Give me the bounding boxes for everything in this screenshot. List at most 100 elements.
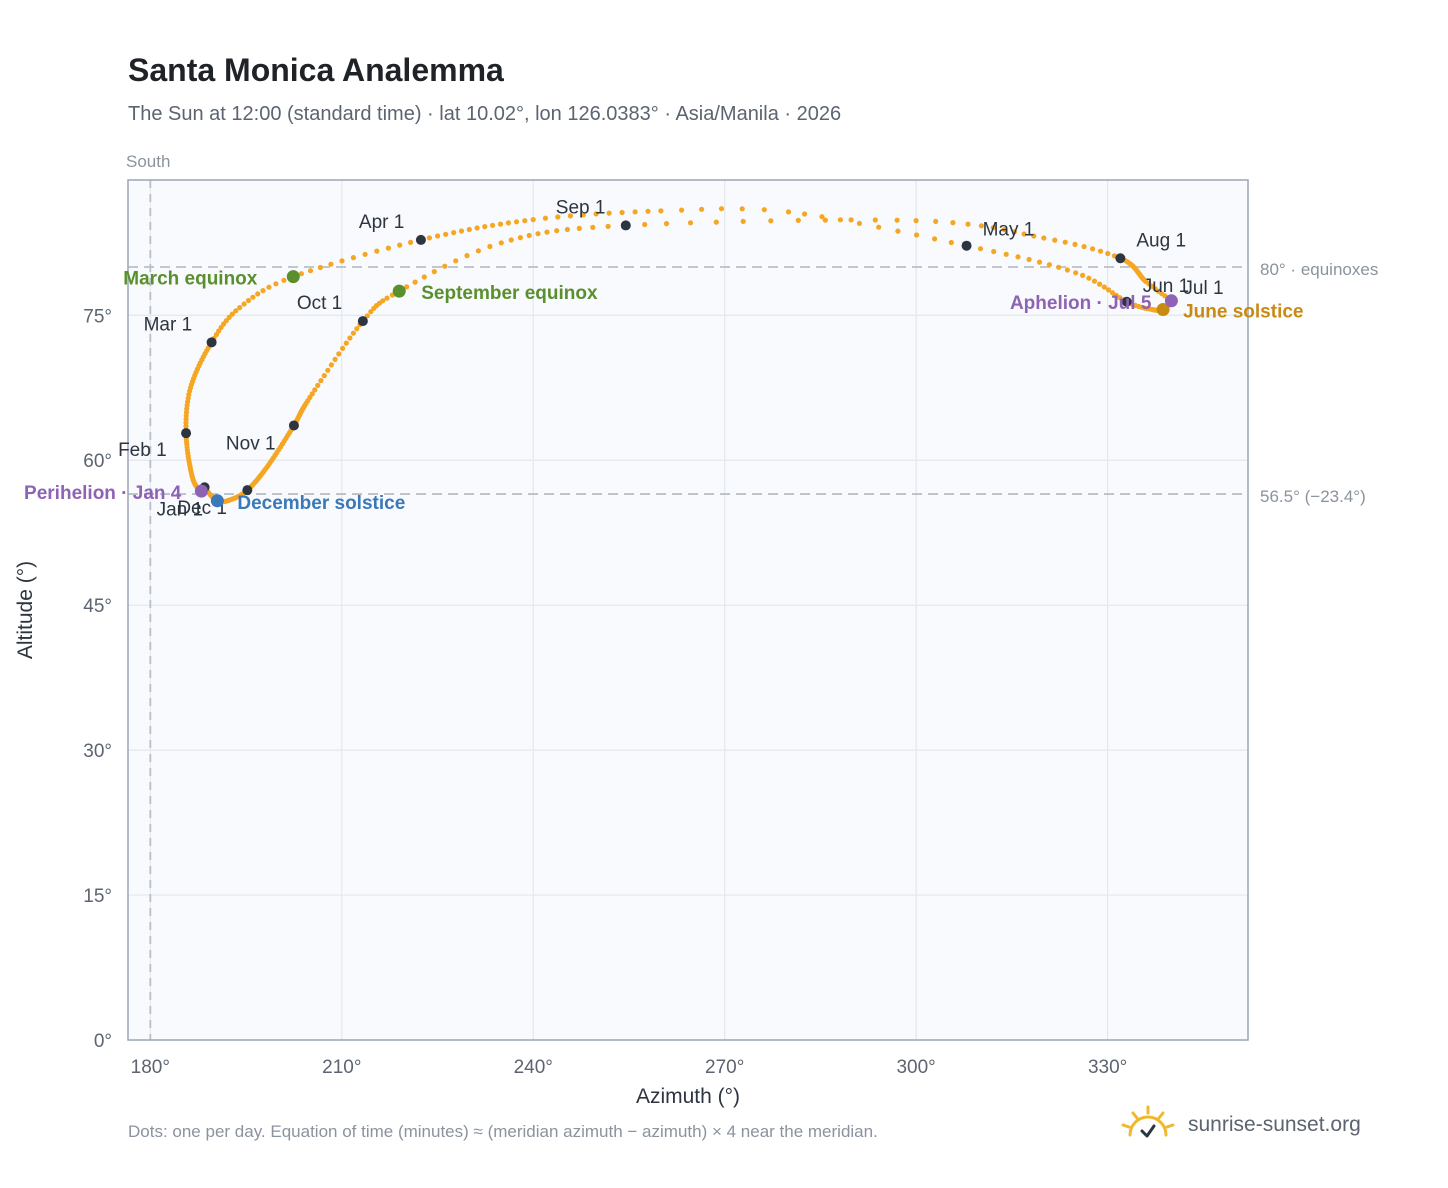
- day-dot: [426, 235, 432, 241]
- x-tick-label: 240°: [514, 1057, 553, 1078]
- plot-frame: [127, 179, 1249, 1041]
- day-dot: [384, 295, 390, 301]
- event-label: March equinox: [123, 269, 258, 290]
- day-dot: [991, 248, 997, 255]
- day-dot: [761, 207, 767, 213]
- day-dot: [318, 378, 324, 384]
- page-subtitle: The Sun at 12:00 (standard time) · lat 1…: [128, 103, 842, 125]
- day-dot: [245, 297, 252, 304]
- day-dot: [605, 223, 611, 229]
- brand[interactable]: sunrise-sunset.org: [1120, 1100, 1361, 1150]
- day-dot: [530, 217, 536, 223]
- day-dot: [658, 208, 664, 214]
- event-marker: [286, 270, 300, 284]
- month-marker-label: Jan 1: [157, 499, 203, 520]
- day-dot: [977, 246, 984, 252]
- event-marker: [392, 284, 406, 298]
- day-dot: [1086, 275, 1092, 281]
- day-dot: [431, 269, 437, 275]
- day-dot: [950, 220, 956, 226]
- event-marker: [210, 494, 224, 508]
- day-dot: [522, 218, 528, 224]
- day-dot: [819, 214, 825, 220]
- day-dot: [856, 220, 863, 226]
- day-dot: [837, 217, 844, 223]
- day-dot: [619, 209, 625, 216]
- day-dot: [466, 226, 472, 233]
- day-dot: [713, 219, 719, 225]
- day-dot: [321, 373, 327, 379]
- axis-ticks: 180° 210° 240° 270° 300° 330° 0° 15° 30° 45° 60° 75…: [83, 306, 1127, 1078]
- y-tick-label: 30°: [83, 741, 112, 762]
- reference-line-label: 56.5° (−23.4°): [1260, 487, 1366, 506]
- y-tick-label: 45°: [83, 596, 112, 617]
- day-dot: [487, 243, 493, 250]
- y-tick-label: 15°: [83, 886, 112, 907]
- day-dot: [1021, 231, 1027, 237]
- month-marker: [1115, 253, 1126, 264]
- day-dot: [408, 239, 414, 245]
- day-dot: [354, 326, 360, 332]
- day-dot: [362, 251, 368, 257]
- day-dot: [948, 239, 954, 246]
- day-dot: [554, 228, 560, 234]
- day-dot: [458, 228, 465, 234]
- day-dot: [266, 284, 272, 290]
- day-dot: [544, 229, 550, 235]
- day-dot: [237, 305, 243, 311]
- day-dot: [497, 221, 504, 227]
- day-dot: [1062, 239, 1068, 245]
- event-label: September equinox: [421, 283, 598, 304]
- day-dot: [364, 313, 370, 319]
- day-dot: [593, 211, 599, 217]
- reference-line-label: 80° · equinoxes: [1260, 260, 1378, 279]
- y-tick-label: 0°: [94, 1031, 112, 1052]
- day-dot: [307, 268, 314, 274]
- day-dot: [679, 207, 685, 213]
- month-marker: [242, 485, 253, 496]
- day-dot: [255, 291, 261, 297]
- day-dot: [298, 271, 304, 277]
- day-dot: [580, 212, 586, 218]
- day-dot: [350, 255, 356, 261]
- day-dot: [872, 217, 878, 223]
- day-dot: [978, 223, 985, 229]
- day-dot: [699, 206, 705, 212]
- day-dot: [350, 330, 356, 336]
- day-dot: [555, 214, 561, 220]
- day-dot: [590, 224, 596, 230]
- day-dot: [687, 220, 694, 226]
- reference-lines: South 80° · equinoxes 56.5° (−23.4°): [126, 152, 1378, 1040]
- y-tick-label: 60°: [83, 451, 112, 472]
- day-dot: [312, 387, 318, 393]
- month-marker: [415, 234, 426, 245]
- month-marker-label: Mar 1: [144, 314, 193, 335]
- day-dot: [1105, 287, 1112, 293]
- day-dot: [332, 356, 338, 362]
- day-dot: [464, 253, 470, 259]
- brand-name: sunrise-sunset.org: [1188, 1113, 1361, 1136]
- day-dot: [435, 233, 441, 239]
- event-marker: [1156, 302, 1170, 316]
- day-dot: [347, 335, 353, 341]
- day-dot: [894, 217, 900, 223]
- day-dot: [1073, 270, 1079, 276]
- day-dot: [1101, 284, 1107, 290]
- month-marker: [288, 420, 299, 431]
- month-marker: [357, 316, 368, 327]
- month-marker: [206, 337, 217, 348]
- day-dot: [226, 314, 232, 320]
- plot-background: [128, 180, 1248, 1040]
- day-dot: [739, 206, 745, 212]
- day-dot: [325, 367, 331, 373]
- day-dot: [768, 218, 774, 224]
- day-dot: [273, 281, 279, 287]
- y-axis-label: Altitude (°): [14, 561, 37, 659]
- day-dot: [1091, 278, 1098, 284]
- day-dot: [260, 288, 266, 294]
- day-dot: [453, 258, 459, 264]
- day-dot: [1105, 250, 1111, 257]
- page-title: Santa Monica Analemma: [128, 52, 504, 88]
- day-dot: [632, 209, 638, 215]
